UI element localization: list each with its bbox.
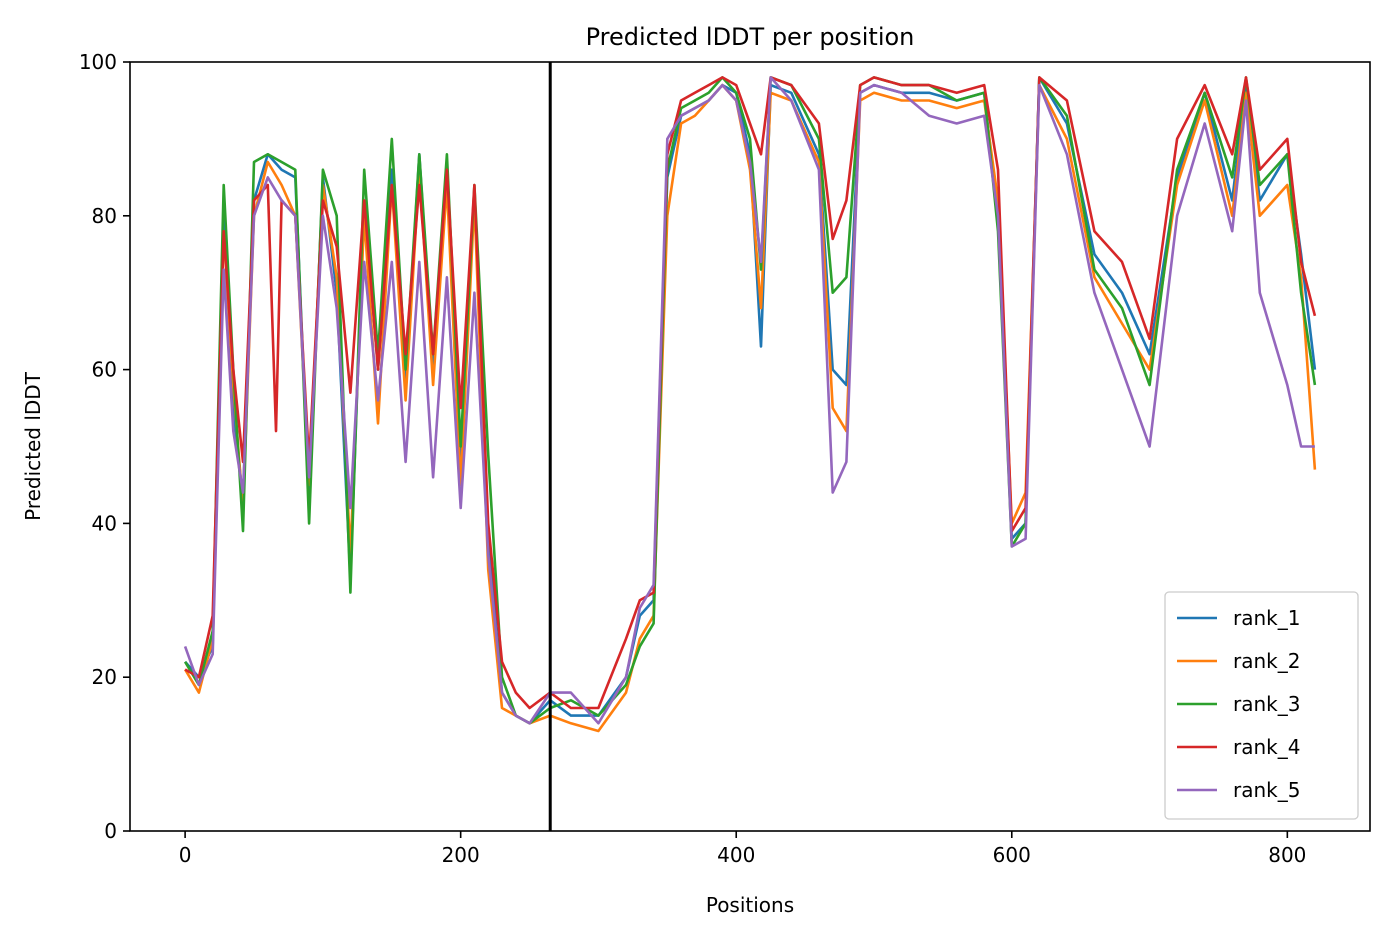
y-tick-label: 80 bbox=[92, 204, 117, 228]
x-axis-title: Positions bbox=[706, 893, 794, 917]
legend: rank_1 rank_2 rank_3 rank_4 rank_5 bbox=[1164, 591, 1359, 820]
chart-title: Predicted lDDT per position bbox=[586, 23, 915, 51]
series-line-rank_3 bbox=[183, 76, 1317, 725]
y-tick-label: 0 bbox=[104, 819, 117, 843]
y-tick-label: 60 bbox=[92, 358, 117, 382]
y-tick-label: 40 bbox=[92, 511, 117, 535]
x-tick-label: 600 bbox=[993, 843, 1031, 867]
legend-label-rank_2: rank_2 bbox=[1233, 649, 1300, 673]
x-tick-label: 0 bbox=[179, 843, 192, 867]
x-tick-label: 400 bbox=[717, 843, 755, 867]
series-line-rank_2 bbox=[183, 83, 1317, 733]
axes-frame bbox=[129, 61, 1371, 832]
x-tick-label: 800 bbox=[1268, 843, 1306, 867]
y-tick-label: 20 bbox=[92, 665, 117, 689]
legend-label-rank_1: rank_1 bbox=[1233, 606, 1300, 630]
y-tick-label: 100 bbox=[79, 50, 117, 74]
plot-area bbox=[129, 61, 1371, 832]
legend-label-rank_5: rank_5 bbox=[1233, 778, 1300, 802]
y-axis: 0 20 40 60 80 100 bbox=[79, 50, 130, 843]
y-axis-title: Predicted lDDT bbox=[21, 371, 45, 521]
series-lines bbox=[183, 76, 1317, 733]
series-line-rank_5 bbox=[183, 76, 1315, 725]
legend-label-rank_3: rank_3 bbox=[1233, 692, 1300, 716]
x-tick-label: 200 bbox=[442, 843, 480, 867]
legend-label-rank_4: rank_4 bbox=[1233, 735, 1300, 759]
legend-box bbox=[1164, 591, 1359, 820]
x-axis: 0 200 400 600 800 bbox=[179, 831, 1306, 867]
